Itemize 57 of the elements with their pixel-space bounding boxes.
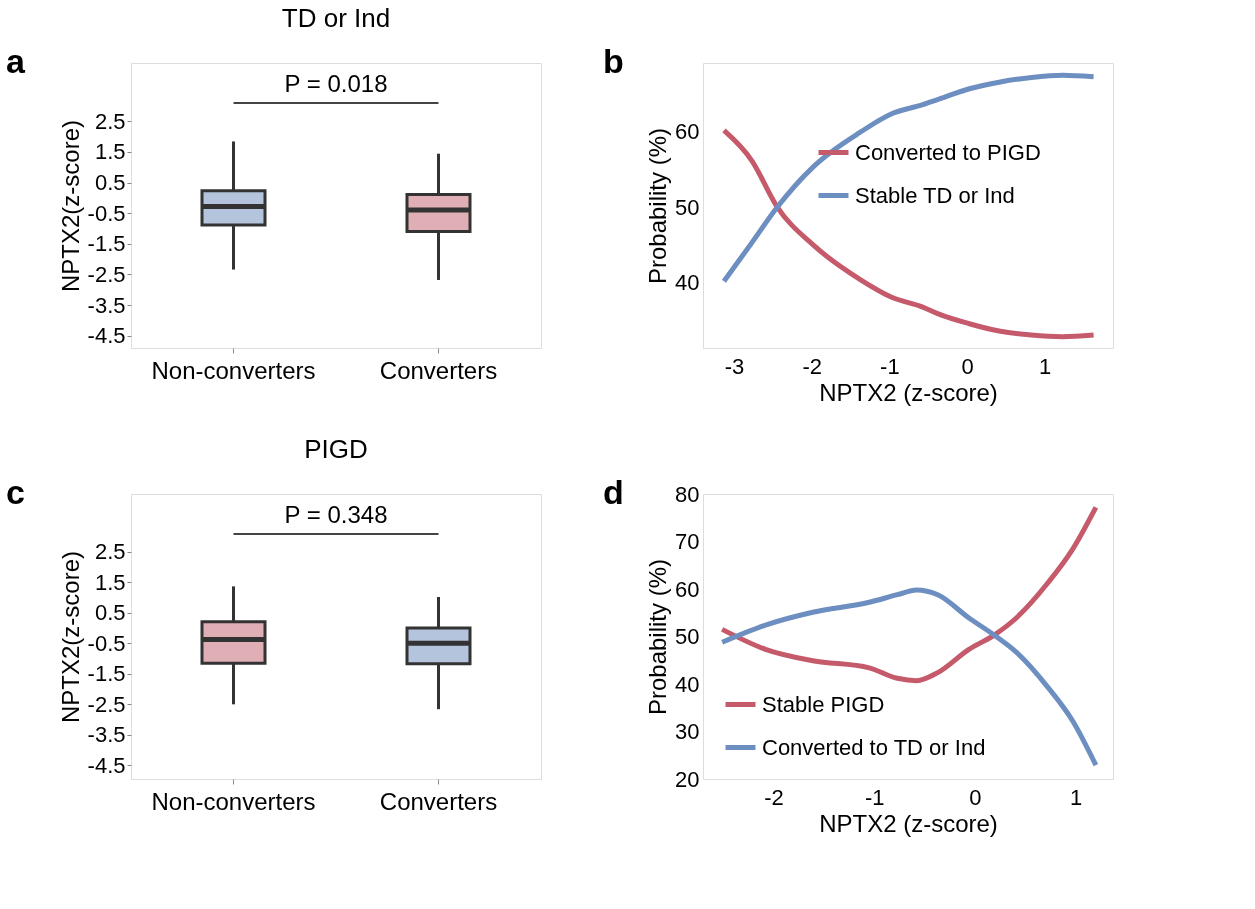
y-tick-label: -4.5 [87,323,126,349]
x-tick-label: Non-converters [151,787,316,815]
text: d [603,473,624,511]
legend-label: Stable TD or Ind [855,182,1015,208]
y-tick-label: 40 [675,270,700,296]
y-tick-label: -3.5 [87,722,126,748]
chart-title: TD or Ind [281,3,391,33]
y-tick-label: 0.5 [94,170,126,196]
x-tick-label: -2 [802,353,822,379]
x-tick-label: Converters [379,356,498,384]
text: a [6,42,26,80]
y-tick-label: -1.5 [87,231,126,257]
y-axis-title: Probability (%) [644,558,672,716]
x-tick-label: 0 [969,784,982,810]
x-axis-title: NPTX2 (z-score) [819,378,998,406]
y-tick-label: 2.5 [94,108,126,134]
y-axis-title: NPTX2(z-score) [56,119,84,293]
y-tick-label: -2.5 [87,691,126,717]
text: c [6,473,25,511]
y-tick-label: -2.5 [87,261,126,287]
legend-label: Stable PIGD [762,691,885,717]
y-tick-label: 30 [675,719,700,744]
x-tick-label: -1 [864,784,885,810]
y-tick-label: 60 [675,576,700,602]
annotation: P = 0.348 [284,501,388,528]
y-tick-label: -0.5 [87,630,126,656]
y-tick-label: -1.5 [87,661,126,687]
y-tick-label: 70 [675,529,700,554]
y-tick-label: -0.5 [87,200,126,226]
text: b [603,42,624,80]
y-axis-title: Probability (%) [644,127,672,285]
x-tick-label: 0 [961,353,974,379]
legend-label: Converted to PIGD [855,139,1041,165]
x-tick-label: Converters [379,787,498,815]
x-axis-title: NPTX2 (z-score) [819,809,998,837]
y-tick-label: 40 [675,671,700,697]
y-tick-label: 1.5 [94,569,126,595]
legend-label: Converted to TD or Ind [762,734,986,760]
y-tick-label: 1.5 [94,139,126,165]
x-tick-label: 1 [1070,784,1083,810]
x-tick-label: -1 [880,353,900,379]
x-tick-label: -2 [764,784,784,810]
annotation: P = 0.018 [284,70,388,97]
y-tick-label: -4.5 [87,752,126,778]
y-tick-label: 50 [675,194,700,220]
y-tick-label: 20 [675,766,700,792]
chart-title: PIGD [304,434,368,464]
y-tick-label: 0.5 [94,600,126,626]
y-tick-label: 50 [675,624,700,649]
x-tick-label: 1 [1039,353,1052,379]
x-tick-label: -3 [724,353,745,379]
y-tick-label: 80 [675,481,700,507]
x-tick-label: Non-converters [151,356,316,384]
y-axis-title: NPTX2(z-score) [56,550,84,724]
y-tick-label: -3.5 [87,292,126,318]
y-tick-label: 2.5 [94,539,126,565]
y-tick-label: 60 [675,118,700,144]
